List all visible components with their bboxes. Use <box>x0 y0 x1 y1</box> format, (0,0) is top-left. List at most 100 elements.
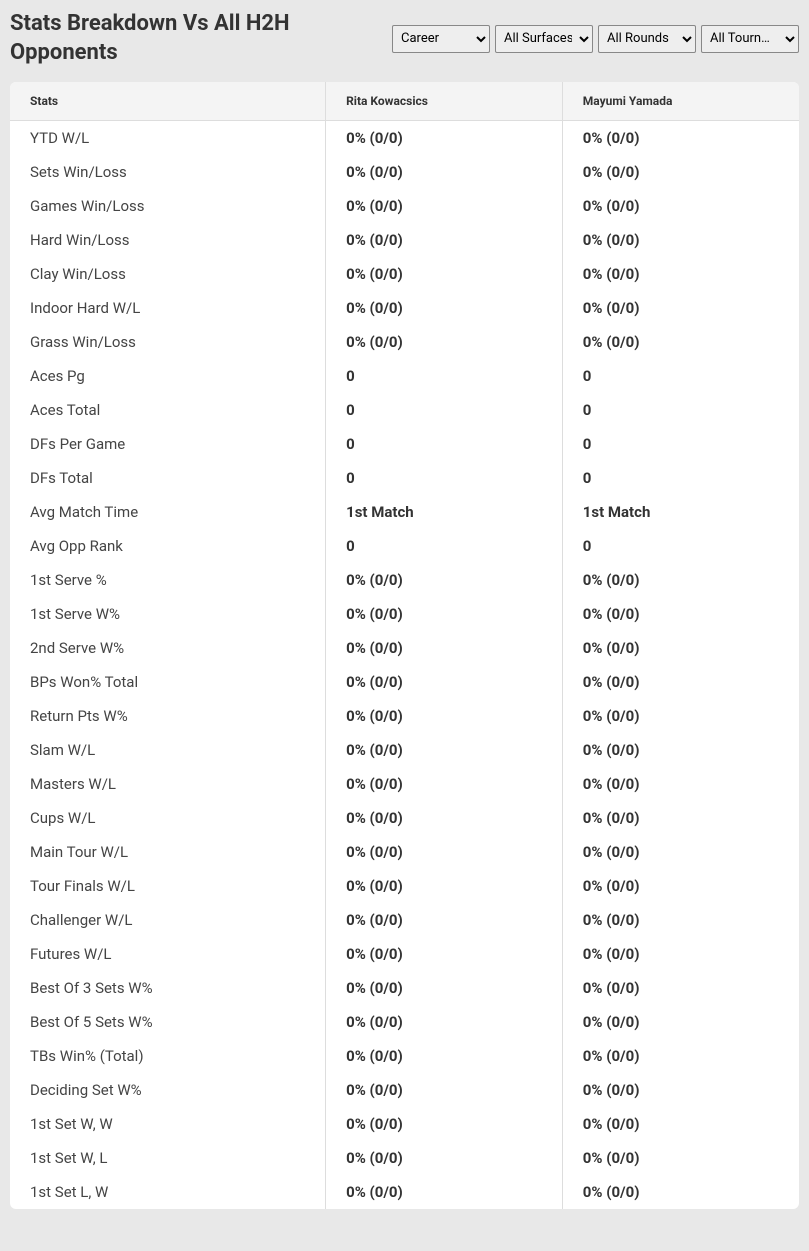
player1-value: 0% (0/0) <box>326 937 563 971</box>
stat-label: Avg Opp Rank <box>10 529 326 563</box>
stat-label: Masters W/L <box>10 767 326 801</box>
stats-table-body: YTD W/L0% (0/0)0% (0/0)Sets Win/Loss0% (… <box>10 121 799 1210</box>
stat-label: BPs Won% Total <box>10 665 326 699</box>
table-row: Indoor Hard W/L0% (0/0)0% (0/0) <box>10 291 799 325</box>
player1-value: 0% (0/0) <box>326 971 563 1005</box>
stat-label: YTD W/L <box>10 121 326 156</box>
table-row: 1st Set L, W0% (0/0)0% (0/0) <box>10 1175 799 1209</box>
player2-value: 0% (0/0) <box>562 733 799 767</box>
player1-value: 0% (0/0) <box>326 869 563 903</box>
player2-value: 0% (0/0) <box>562 665 799 699</box>
table-row: Hard Win/Loss0% (0/0)0% (0/0) <box>10 223 799 257</box>
player2-value: 0% (0/0) <box>562 835 799 869</box>
stat-label: Hard Win/Loss <box>10 223 326 257</box>
player1-value: 0% (0/0) <box>326 699 563 733</box>
rounds-select[interactable]: All Rounds <box>598 25 696 53</box>
player2-value: 0% (0/0) <box>562 1107 799 1141</box>
player2-value: 0 <box>562 359 799 393</box>
stat-label: DFs Per Game <box>10 427 326 461</box>
player2-value: 0% (0/0) <box>562 971 799 1005</box>
stat-label: 1st Serve % <box>10 563 326 597</box>
player2-value: 0% (0/0) <box>562 1005 799 1039</box>
player1-value: 0% (0/0) <box>326 903 563 937</box>
player2-value: 0% (0/0) <box>562 189 799 223</box>
player1-value: 0% (0/0) <box>326 733 563 767</box>
player1-value: 0 <box>326 427 563 461</box>
stat-label: 1st Set W, L <box>10 1141 326 1175</box>
player1-value: 0% (0/0) <box>326 223 563 257</box>
stat-label: Grass Win/Loss <box>10 325 326 359</box>
player2-value: 0 <box>562 461 799 495</box>
table-row: Avg Match Time1st Match1st Match <box>10 495 799 529</box>
player1-value: 0% (0/0) <box>326 1175 563 1209</box>
stats-table-container: Stats Rita Kowacsics Mayumi Yamada YTD W… <box>10 82 799 1209</box>
table-row: Return Pts W%0% (0/0)0% (0/0) <box>10 699 799 733</box>
stat-label: Aces Total <box>10 393 326 427</box>
player2-value: 0% (0/0) <box>562 1141 799 1175</box>
page-header: Stats Breakdown Vs All H2H Opponents Car… <box>0 0 809 82</box>
stats-table: Stats Rita Kowacsics Mayumi Yamada YTD W… <box>10 82 799 1209</box>
table-row: Deciding Set W%0% (0/0)0% (0/0) <box>10 1073 799 1107</box>
player2-value: 0% (0/0) <box>562 121 799 156</box>
player1-value: 0% (0/0) <box>326 1107 563 1141</box>
player1-value: 0% (0/0) <box>326 631 563 665</box>
stat-label: 1st Serve W% <box>10 597 326 631</box>
table-row: Slam W/L0% (0/0)0% (0/0) <box>10 733 799 767</box>
player2-value: 0% (0/0) <box>562 699 799 733</box>
filter-bar: Career All Surfaces All Rounds All Tourn… <box>392 25 799 53</box>
stat-label: DFs Total <box>10 461 326 495</box>
player1-value: 0% (0/0) <box>326 1073 563 1107</box>
table-row: Best Of 3 Sets W%0% (0/0)0% (0/0) <box>10 971 799 1005</box>
tournaments-select[interactable]: All Tourn… <box>701 25 799 53</box>
table-row: Challenger W/L0% (0/0)0% (0/0) <box>10 903 799 937</box>
player1-value: 0% (0/0) <box>326 291 563 325</box>
player1-value: 0% (0/0) <box>326 835 563 869</box>
stat-label: Futures W/L <box>10 937 326 971</box>
player2-value: 0% (0/0) <box>562 1073 799 1107</box>
table-row: Tour Finals W/L0% (0/0)0% (0/0) <box>10 869 799 903</box>
stat-label: Aces Pg <box>10 359 326 393</box>
col-header-player2: Mayumi Yamada <box>562 82 799 121</box>
stat-label: Avg Match Time <box>10 495 326 529</box>
page-title: Stats Breakdown Vs All H2H Opponents <box>10 10 290 67</box>
stat-label: Deciding Set W% <box>10 1073 326 1107</box>
player1-value: 0% (0/0) <box>326 121 563 156</box>
table-row: 1st Set W, L0% (0/0)0% (0/0) <box>10 1141 799 1175</box>
player2-value: 0% (0/0) <box>562 325 799 359</box>
player1-value: 0 <box>326 461 563 495</box>
col-header-player1: Rita Kowacsics <box>326 82 563 121</box>
stat-label: Best Of 5 Sets W% <box>10 1005 326 1039</box>
player2-value: 0% (0/0) <box>562 937 799 971</box>
table-row: 1st Serve %0% (0/0)0% (0/0) <box>10 563 799 597</box>
player2-value: 0% (0/0) <box>562 631 799 665</box>
stat-label: Best Of 3 Sets W% <box>10 971 326 1005</box>
player1-value: 0% (0/0) <box>326 189 563 223</box>
player1-value: 1st Match <box>326 495 563 529</box>
table-row: Masters W/L0% (0/0)0% (0/0) <box>10 767 799 801</box>
player2-value: 0% (0/0) <box>562 1039 799 1073</box>
player2-value: 0% (0/0) <box>562 869 799 903</box>
stat-label: Slam W/L <box>10 733 326 767</box>
stat-label: Sets Win/Loss <box>10 155 326 189</box>
table-row: TBs Win% (Total)0% (0/0)0% (0/0) <box>10 1039 799 1073</box>
player1-value: 0 <box>326 359 563 393</box>
career-select[interactable]: Career <box>392 25 490 53</box>
player2-value: 0 <box>562 427 799 461</box>
table-row: DFs Per Game00 <box>10 427 799 461</box>
table-row: Clay Win/Loss0% (0/0)0% (0/0) <box>10 257 799 291</box>
player2-value: 0 <box>562 529 799 563</box>
player2-value: 0% (0/0) <box>562 801 799 835</box>
player2-value: 0% (0/0) <box>562 223 799 257</box>
col-header-stats: Stats <box>10 82 326 121</box>
player1-value: 0% (0/0) <box>326 665 563 699</box>
player2-value: 1st Match <box>562 495 799 529</box>
player1-value: 0% (0/0) <box>326 1005 563 1039</box>
table-row: Aces Total00 <box>10 393 799 427</box>
player1-value: 0% (0/0) <box>326 563 563 597</box>
surfaces-select[interactable]: All Surfaces <box>495 25 593 53</box>
player2-value: 0% (0/0) <box>562 257 799 291</box>
player2-value: 0% (0/0) <box>562 155 799 189</box>
table-row: 1st Set W, W0% (0/0)0% (0/0) <box>10 1107 799 1141</box>
stat-label: Indoor Hard W/L <box>10 291 326 325</box>
player1-value: 0% (0/0) <box>326 801 563 835</box>
